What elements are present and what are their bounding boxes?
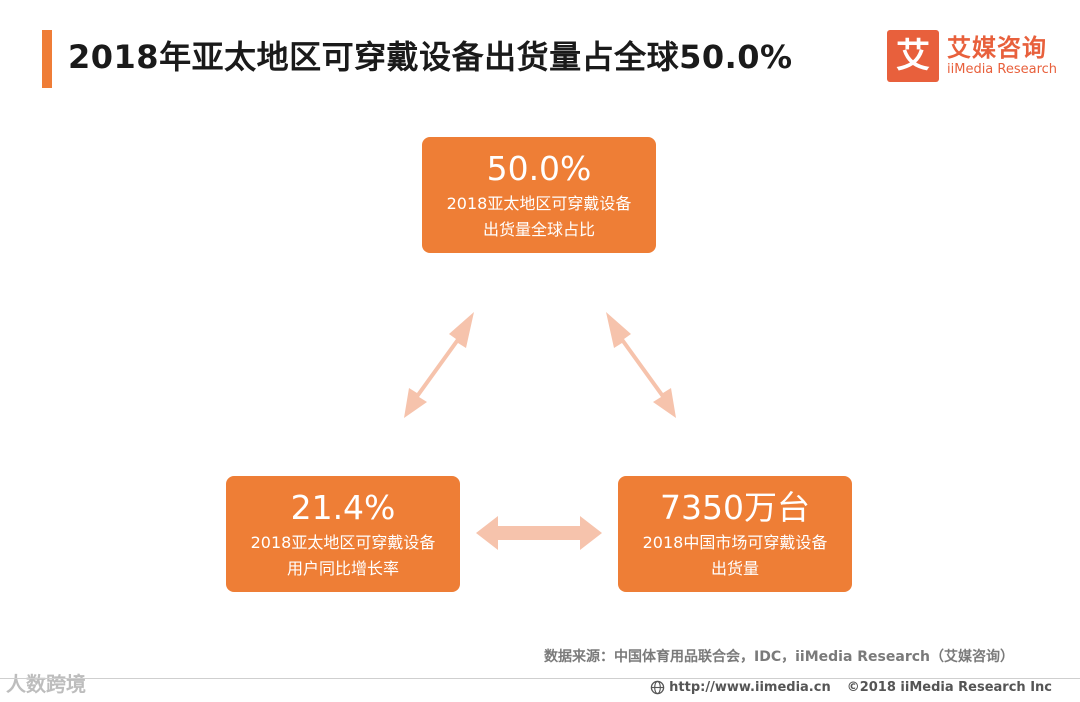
globe-icon <box>650 680 665 695</box>
footer-divider <box>0 678 1080 679</box>
card-label: 2018中国市场可穿戴设备 <box>642 533 828 552</box>
card-china-shipments: 7350万台 2018中国市场可穿戴设备 出货量 <box>618 476 852 592</box>
footer-copyright: ©2018 iiMedia Research Inc <box>846 680 1052 695</box>
card-apac-global-share: 50.0% 2018亚太地区可穿戴设备 出货量全球占比 <box>422 137 656 253</box>
card-label: 出货量 <box>710 559 759 578</box>
footer: http://www.iimedia.cn ©2018 iiMedia Rese… <box>650 680 1052 695</box>
logo-name-cn: 艾媒咨询 <box>947 34 1047 62</box>
title-accent-bar <box>42 30 52 88</box>
watermark-text: 人数跨境 <box>6 672 86 696</box>
card-label: 2018亚太地区可穿戴设备 <box>250 533 436 552</box>
card-label: 2018亚太地区可穿戴设备 <box>446 194 632 213</box>
card-value: 50.0% <box>486 149 592 188</box>
page-title: 2018年亚太地区可穿戴设备出货量占全球50.0% <box>68 38 793 76</box>
iimedia-logo: 艾 艾媒咨询 iiMedia Research <box>887 30 1062 82</box>
card-value: 7350万台 <box>660 488 810 527</box>
card-apac-user-growth: 21.4% 2018亚太地区可穿戴设备 用户同比增长率 <box>226 476 460 592</box>
card-label: 出货量全球占比 <box>482 220 595 239</box>
arrow-top-right <box>606 312 676 418</box>
logo-mark: 艾 <box>887 30 939 82</box>
data-source-note: 数据来源：中国体育用品联合会，IDC，iiMedia Research（艾媒咨询… <box>544 649 1014 665</box>
footer-url[interactable]: http://www.iimedia.cn <box>650 680 831 695</box>
arrow-bottom <box>476 516 602 550</box>
footer-url-text[interactable]: http://www.iimedia.cn <box>669 680 831 695</box>
arrow-top-left <box>404 312 474 418</box>
logo-name-en: iiMedia Research <box>947 62 1058 77</box>
card-label: 用户同比增长率 <box>286 559 399 578</box>
card-value: 21.4% <box>290 488 396 527</box>
